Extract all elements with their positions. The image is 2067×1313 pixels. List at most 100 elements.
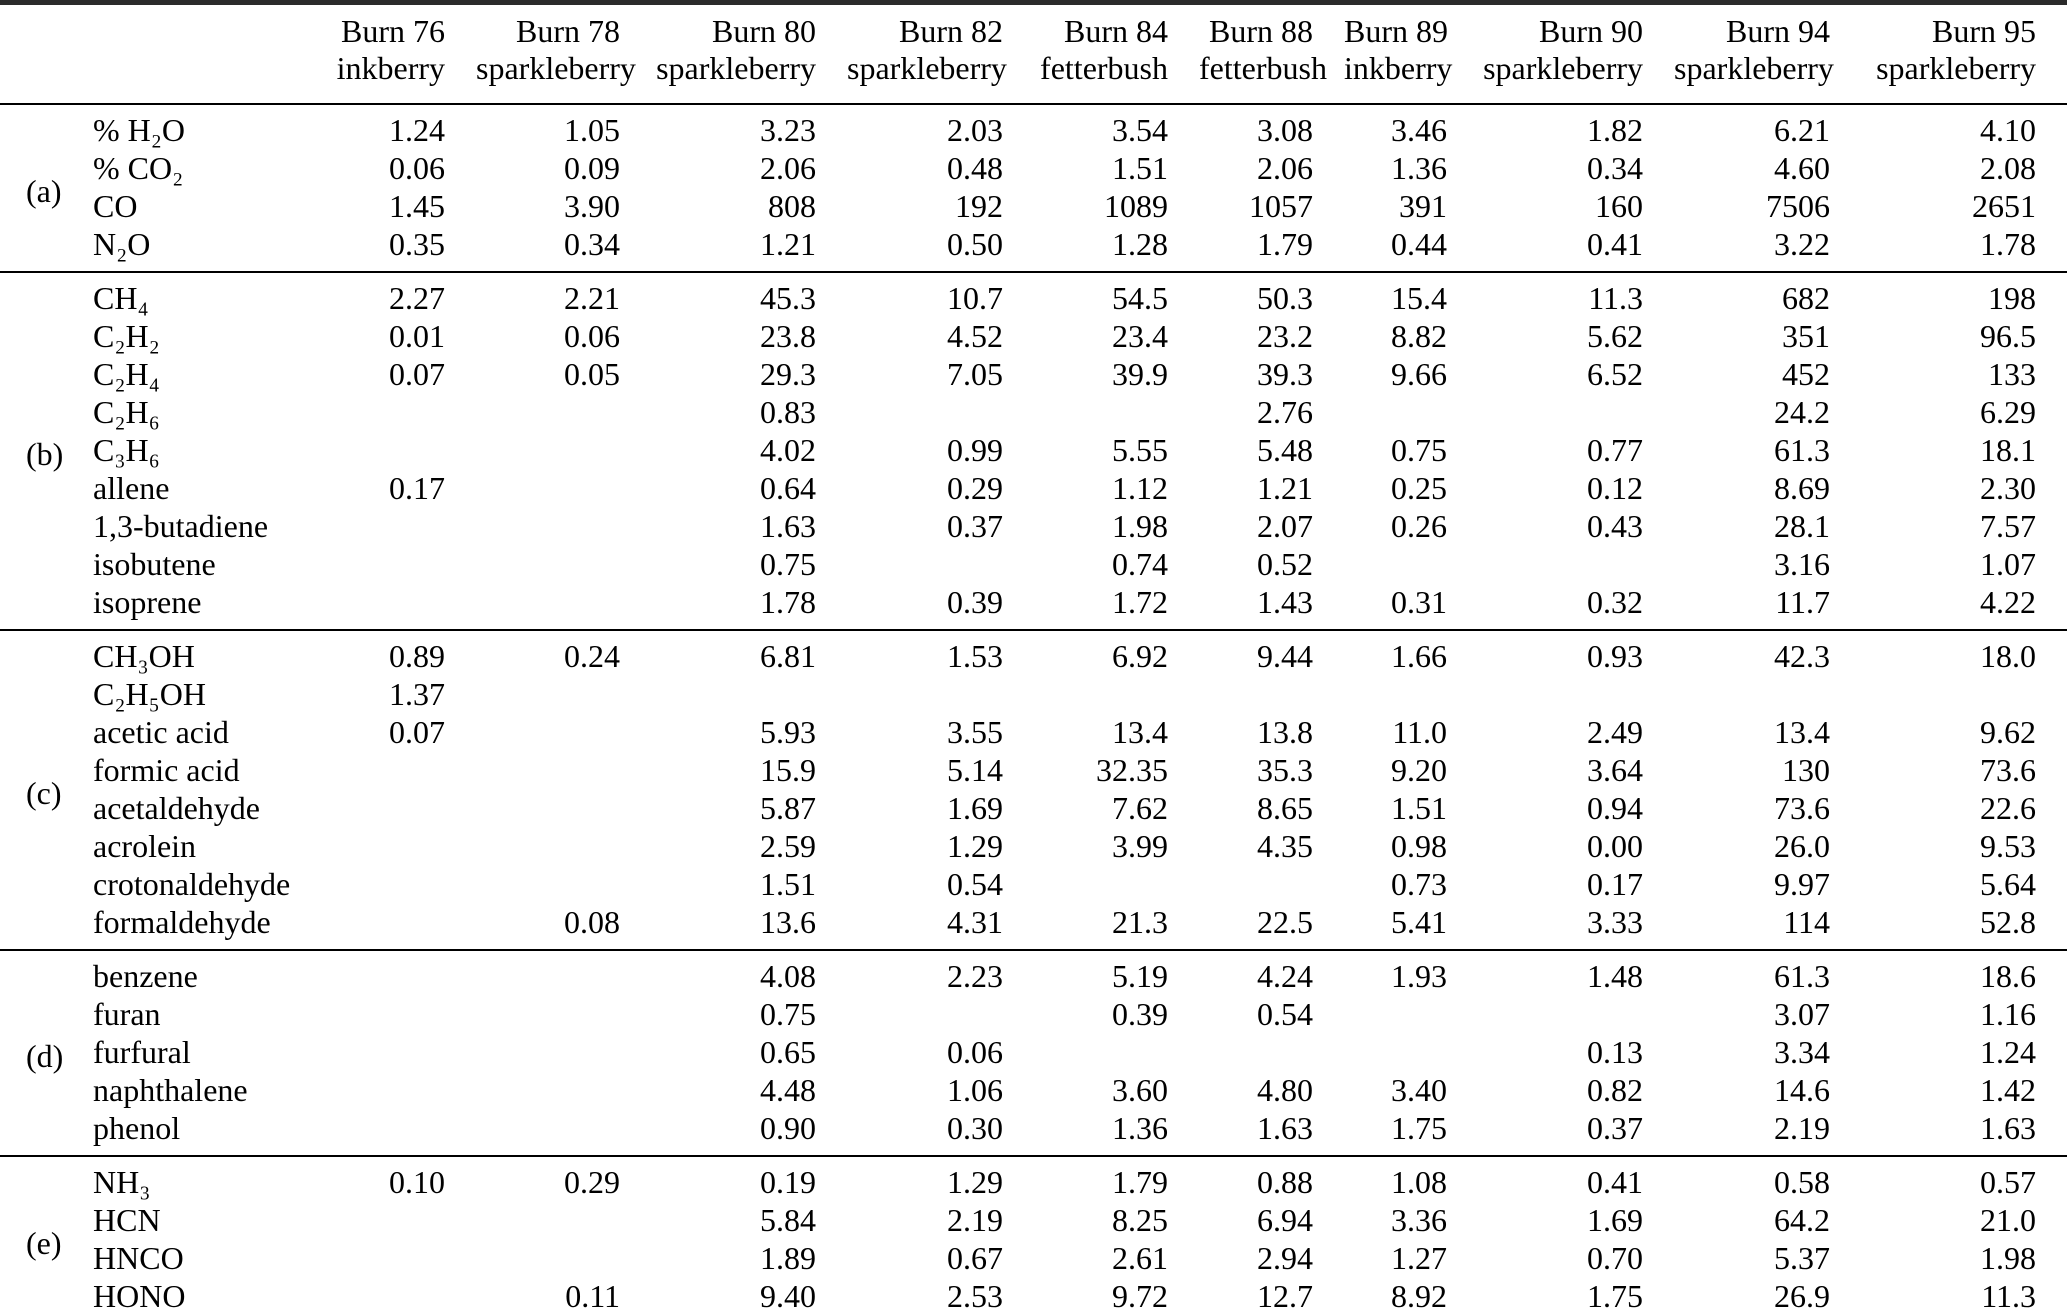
- value-cell: 1.27: [1391, 1240, 1447, 1276]
- burn-column-header: Burn 95 sparkleberry: [1861, 3, 2067, 105]
- value-cell: 23.4: [1112, 318, 1168, 354]
- value-cell: 4.08: [760, 958, 816, 994]
- value-cell: 4.35: [1257, 828, 1313, 864]
- species-name: N₂O: [93, 226, 151, 262]
- value-cell: 1.63: [1257, 1110, 1313, 1146]
- value-cell: 22.6: [1980, 790, 2036, 826]
- value-cell: 73.6: [1980, 752, 2036, 788]
- value-cell: [847, 675, 1034, 713]
- species-name: furan: [93, 996, 161, 1032]
- value-cell: 12.7: [1257, 1278, 1313, 1313]
- value-cell: 0.05: [564, 356, 620, 392]
- species-name: acrolein: [93, 828, 197, 864]
- table-section: (d) benzene 4.08 2.23 5.19 4.24 1.93 1.48 61.3 18…: [0, 950, 2067, 1156]
- value-cell: 4.48: [760, 1072, 816, 1108]
- value-cell: [272, 507, 476, 545]
- value-cell: [1861, 675, 2067, 713]
- table-row: (b) CH₄ 2.27 2.21 45.3 10.7 54.5 50.3 15.4 11.3 68…: [0, 272, 2067, 472]
- value-cell: 26.9: [1774, 1278, 1830, 1313]
- value-cell: 0.43: [1587, 508, 1643, 544]
- value-cell: [476, 431, 651, 469]
- burn-label: Burn 95: [1932, 13, 2036, 49]
- value-cell: [272, 583, 476, 630]
- fuel-label: sparkleberry: [847, 50, 1007, 86]
- value-cell: 130: [1782, 752, 1830, 788]
- value-cell: [272, 1239, 476, 1277]
- value-cell: [1478, 545, 1674, 583]
- value-cell: 96.5: [1980, 318, 2036, 354]
- value-cell: 1.69: [947, 790, 1003, 826]
- value-cell: 9.53: [1980, 828, 2036, 864]
- value-cell: 5.14: [947, 752, 1003, 788]
- value-cell: 0.50: [947, 226, 1003, 262]
- burn-column-header: Burn 82 sparkleberry: [847, 3, 1034, 105]
- value-cell: 5.19: [1112, 958, 1168, 994]
- value-cell: 0.24: [564, 638, 620, 674]
- value-cell: 0.31: [1391, 584, 1447, 620]
- table-row: C₂H₂ 0.01 0.06 23.8 4.52 23.4 23.2 8.82 5.62 351 9…: [0, 317, 2067, 355]
- value-cell: 0.34: [1587, 150, 1643, 186]
- value-cell: 1.24: [389, 112, 445, 148]
- value-cell: [476, 393, 651, 431]
- value-cell: 1.24: [1980, 1034, 2036, 1070]
- value-cell: [1344, 995, 1478, 1033]
- table-row: phenol 0.90 0.30 1.36 1.63 1.75 0.37 2.19 1.63: [0, 1109, 2067, 1156]
- value-cell: [476, 751, 651, 789]
- value-cell: 1.12: [1112, 470, 1168, 506]
- value-cell: 0.06: [947, 1034, 1003, 1070]
- value-cell: [1034, 1033, 1199, 1071]
- fuel-label: sparkleberry: [1483, 50, 1643, 86]
- species-name: allene: [93, 470, 170, 506]
- value-cell: [476, 583, 651, 630]
- value-cell: 7506: [1766, 188, 1830, 224]
- value-cell: 4.60: [1774, 150, 1830, 186]
- value-cell: [1478, 675, 1674, 713]
- value-cell: 2.21: [564, 280, 620, 316]
- value-cell: 13.6: [760, 904, 816, 940]
- value-cell: 0.64: [760, 470, 816, 506]
- section-label: (a): [26, 173, 62, 209]
- value-cell: 8.65: [1257, 790, 1313, 826]
- value-cell: [272, 1201, 476, 1239]
- value-cell: 8.25: [1112, 1202, 1168, 1238]
- value-cell: 1.63: [760, 508, 816, 544]
- value-cell: 9.20: [1391, 752, 1447, 788]
- value-cell: [476, 1071, 651, 1109]
- value-cell: 11.7: [1775, 584, 1830, 620]
- species-name: phenol: [93, 1110, 181, 1146]
- burn-column-header: Burn 76 inkberry: [272, 3, 476, 105]
- value-cell: 11.3: [1981, 1278, 2036, 1313]
- value-cell: 21.3: [1112, 904, 1168, 940]
- value-cell: [847, 393, 1034, 431]
- value-cell: 0.39: [947, 584, 1003, 620]
- value-cell: 24.2: [1774, 394, 1830, 430]
- value-cell: 54.5: [1112, 280, 1168, 316]
- value-cell: [272, 1109, 476, 1156]
- value-cell: 3.07: [1774, 996, 1830, 1032]
- value-cell: 4.80: [1257, 1072, 1313, 1108]
- value-cell: 1.05: [564, 112, 620, 148]
- species-name: C₂H₅OH: [93, 676, 206, 712]
- value-cell: 0.94: [1587, 790, 1643, 826]
- value-cell: 1.07: [1980, 546, 2036, 582]
- value-cell: 2.59: [760, 828, 816, 864]
- value-cell: 5.93: [760, 714, 816, 750]
- value-cell: 2.30: [1980, 470, 2036, 506]
- value-cell: [476, 865, 651, 903]
- value-cell: 4.02: [760, 432, 816, 468]
- value-cell: 3.60: [1112, 1072, 1168, 1108]
- species-name: naphthalene: [93, 1072, 248, 1108]
- value-cell: 114: [1783, 904, 1830, 940]
- table-row: formic acid 15.9 5.14 32.35 35.3 9.20 3.64 130 7…: [0, 751, 2067, 789]
- value-cell: 1.69: [1587, 1202, 1643, 1238]
- value-cell: 1.21: [1257, 470, 1313, 506]
- value-cell: 1.06: [947, 1072, 1003, 1108]
- species-name: HCN: [93, 1202, 161, 1238]
- value-cell: 7.57: [1980, 508, 2036, 544]
- value-cell: [476, 1109, 651, 1156]
- value-cell: 0.26: [1391, 508, 1447, 544]
- value-cell: 1.53: [947, 638, 1003, 674]
- value-cell: 28.1: [1774, 508, 1830, 544]
- value-cell: 3.64: [1587, 752, 1643, 788]
